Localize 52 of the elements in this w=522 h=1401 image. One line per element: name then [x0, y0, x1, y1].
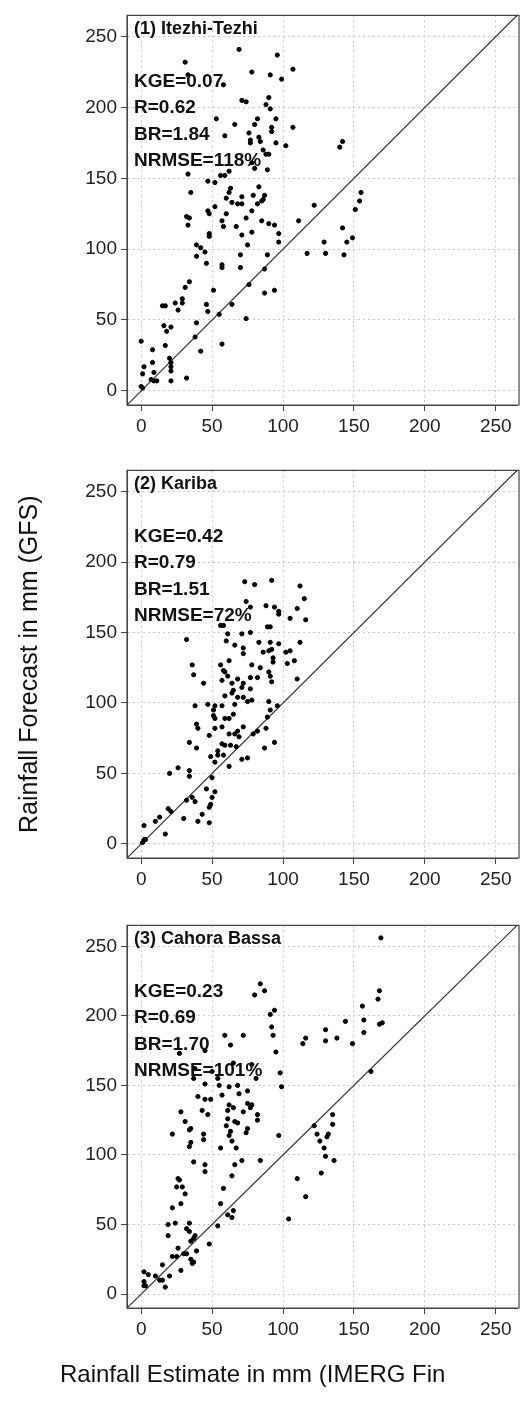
chart-title: (2) Kariba [134, 473, 219, 494]
x-tick-label: 0 [135, 867, 147, 889]
y-tick-label: 50 [95, 761, 117, 783]
y-tick-label: 100 [85, 1143, 117, 1165]
annotation: KGE=0.23 [134, 979, 224, 1001]
y-tick-label: 250 [85, 479, 117, 501]
y-tick-label: 50 [95, 1212, 117, 1234]
y-tick-label: 150 [85, 166, 117, 188]
x-tick-label: 0 [135, 1317, 147, 1339]
y-axis-title: Rainfall Forecast in mm (GFS) [13, 495, 42, 833]
annotation: KGE=0.07 [134, 69, 224, 91]
chart-title: (3) Cahora Bassa [134, 928, 283, 949]
chart-title: (1) Itezhi-Tezhi [134, 18, 258, 39]
y-tick-label: 0 [106, 1282, 117, 1304]
x-tick-label: 250 [479, 414, 512, 436]
x-tick-label: 150 [338, 867, 370, 889]
x-tick-label: 250 [479, 1317, 512, 1339]
y-tick-label: 0 [106, 832, 117, 854]
x-tick-label: 100 [267, 867, 299, 889]
x-tick-label: 50 [201, 414, 223, 436]
x-tick-label: 50 [201, 1317, 223, 1339]
y-tick-label: 250 [85, 24, 117, 46]
y-tick-label: 50 [95, 308, 117, 330]
annotation: R=0.62 [134, 96, 196, 118]
y-tick-label: 0 [106, 379, 117, 401]
x-tick-label: 100 [267, 414, 299, 436]
y-tick-label: 200 [85, 95, 117, 117]
x-tick-label: 150 [338, 414, 370, 436]
annotation: BR=1.70 [134, 1032, 210, 1054]
y-tick-label: 100 [85, 237, 117, 259]
annotation: NRMSE=72% [134, 604, 252, 626]
x-tick-label: 150 [338, 1317, 370, 1339]
y-tick-label: 150 [85, 620, 117, 642]
y-tick-label: 100 [85, 691, 117, 713]
y-tick-label: 200 [85, 550, 117, 572]
annotation: KGE=0.42 [134, 524, 224, 546]
annotation: R=0.69 [134, 1006, 196, 1028]
x-tick-label: 0 [135, 414, 147, 436]
x-tick-label: 200 [408, 414, 441, 436]
x-tick-label: 50 [201, 867, 223, 889]
x-tick-label: 200 [408, 1317, 441, 1339]
x-axis-title: Rainfall Estimate in mm (IMERG Fin [60, 1359, 446, 1387]
annotation: BR=1.84 [134, 122, 210, 144]
y-tick-label: 150 [85, 1073, 117, 1095]
annotation: NRMSE=118% [134, 149, 262, 171]
annotation: BR=1.51 [134, 577, 210, 599]
x-tick-label: 200 [408, 867, 441, 889]
annotation: R=0.79 [134, 551, 196, 573]
y-tick-label: 200 [85, 1004, 117, 1026]
y-tick-label: 250 [85, 934, 117, 956]
x-tick-label: 250 [479, 867, 512, 889]
x-tick-label: 100 [267, 1317, 299, 1339]
